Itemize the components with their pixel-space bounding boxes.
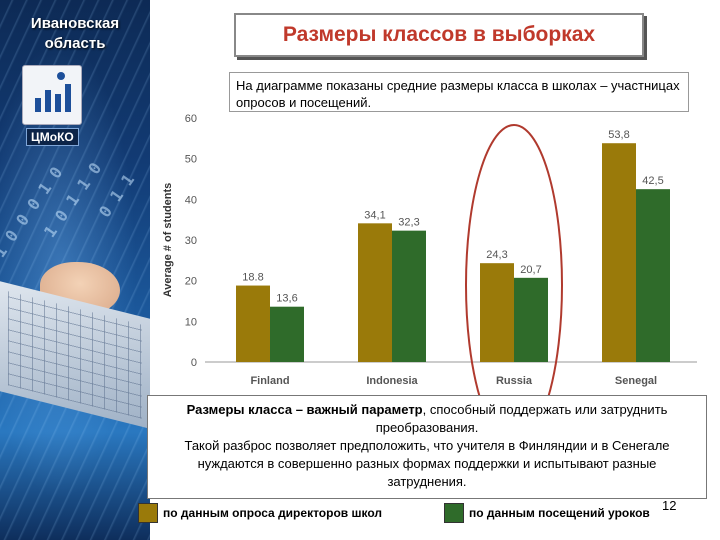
data-label: 24,3 xyxy=(486,249,507,261)
page-number: 12 xyxy=(662,498,677,513)
data-label: 53,8 xyxy=(608,129,629,141)
x-tick-label: Finland xyxy=(250,375,289,387)
note-bold: Размеры класса – важный параметр xyxy=(186,402,423,417)
region-title: Ивановская область xyxy=(30,15,120,52)
data-label: 18.8 xyxy=(242,272,263,284)
legend-item-visits: по данным посещений уроков xyxy=(444,503,650,523)
bar xyxy=(602,143,636,362)
bar xyxy=(392,230,426,362)
bar xyxy=(358,223,392,362)
chart-svg: Average # of students 0 10 20 30 40 50 60 18.8 13… xyxy=(162,113,697,446)
legend-label: по данным опроса директоров школ xyxy=(163,506,382,520)
bar-chart: Average # of students 0 10 20 30 40 50 60 18.8 13… xyxy=(147,104,707,446)
y-tick-label: 0 xyxy=(191,357,197,369)
bar xyxy=(236,285,270,362)
y-tick-label: 60 xyxy=(185,113,197,125)
y-tick-label: 10 xyxy=(185,316,197,328)
data-label: 13,6 xyxy=(276,293,297,305)
legend-swatch xyxy=(444,503,464,523)
y-tick-label: 30 xyxy=(185,235,197,247)
bar xyxy=(270,306,304,362)
legend-item-principals: по данным опроса директоров школ xyxy=(138,503,382,523)
x-tick-label: Senegal xyxy=(615,375,657,387)
y-tick-label: 40 xyxy=(185,194,197,206)
y-tick-label: 50 xyxy=(185,154,197,166)
bar xyxy=(636,189,670,362)
data-label: 34,1 xyxy=(364,209,385,221)
logo-icon xyxy=(22,65,82,125)
chart-description: На диаграмме показаны средние размеры кл… xyxy=(229,72,689,112)
bar xyxy=(514,277,548,362)
x-tick-label: Russia xyxy=(496,375,533,387)
note-box: Размеры класса – важный параметр, способ… xyxy=(147,395,707,499)
y-axis-label: Average # of students xyxy=(162,183,174,298)
note-line2: Такой разброс позволяет предположить, чт… xyxy=(184,438,670,489)
bar xyxy=(480,263,514,362)
data-label: 20,7 xyxy=(520,264,541,276)
y-tick-label: 20 xyxy=(185,276,197,288)
legend-swatch xyxy=(138,503,158,523)
logo-text: ЦМоКО xyxy=(26,128,79,146)
note-line1: , способный поддержать или затруднить пр… xyxy=(375,402,668,435)
data-label: 32,3 xyxy=(398,217,419,229)
x-tick-label: Indonesia xyxy=(366,375,418,387)
data-label: 42,5 xyxy=(642,175,663,187)
slide-title: Размеры классов в выборках xyxy=(234,13,644,57)
side-banner: 1 0 0 0 1 0 1 0 1 1 0 0 1 1 Ивановская о… xyxy=(0,0,150,540)
legend-label: по данным посещений уроков xyxy=(469,506,650,520)
